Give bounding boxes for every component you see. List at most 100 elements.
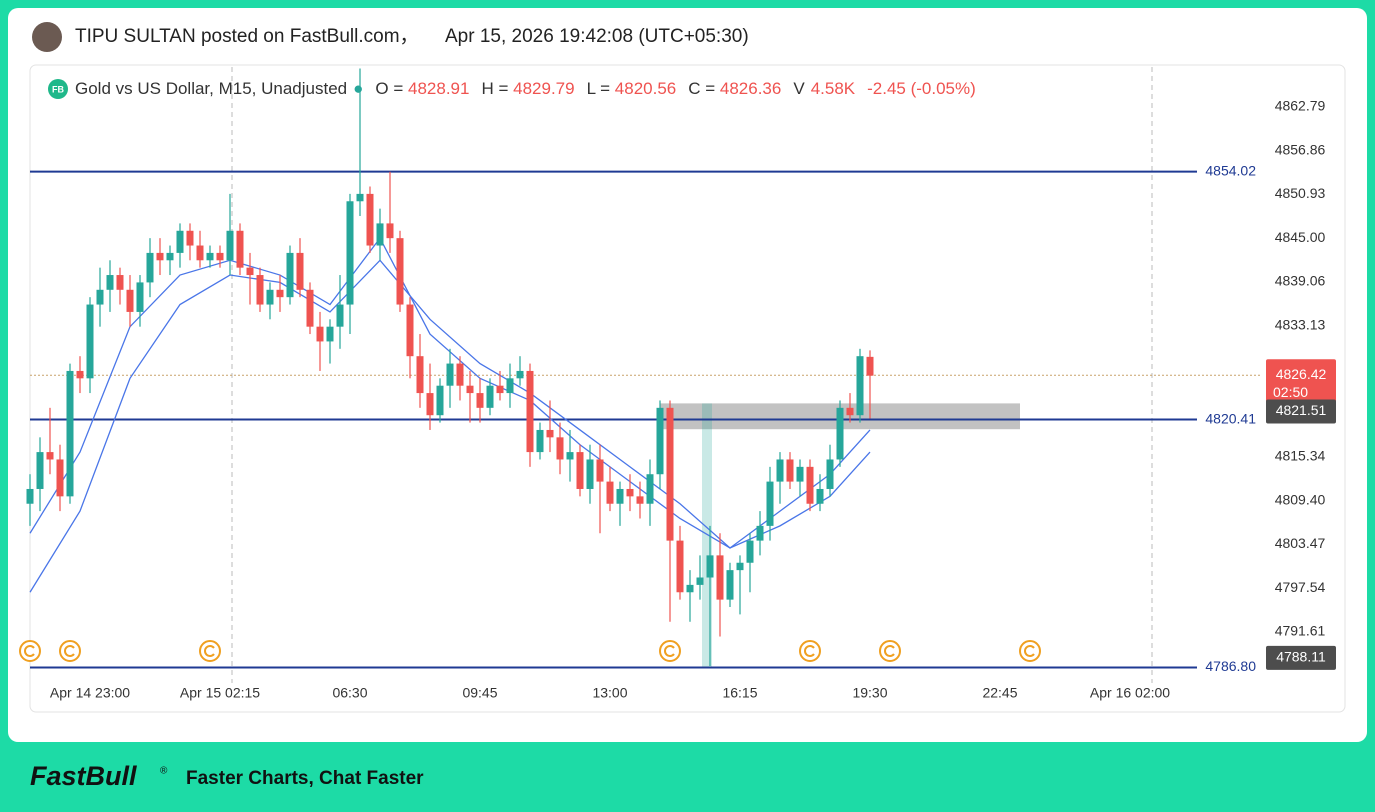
price-tag [1266, 645, 1336, 670]
candle-body [46, 452, 54, 460]
candle-body [276, 289, 284, 298]
legend-item: L = [587, 79, 615, 98]
y-tick-label: 4856.86 [1275, 141, 1326, 157]
candle-body [616, 488, 624, 504]
x-tick-label: Apr 15 02:15 [180, 685, 260, 701]
candle-body [226, 230, 234, 261]
x-tick-label: 22:45 [982, 685, 1017, 701]
x-tick-label: 13:00 [592, 685, 627, 701]
event-icon [19, 640, 41, 662]
legend-item: 4.58K [811, 79, 856, 98]
candle-body [486, 385, 494, 408]
y-tick-label: 4833.13 [1275, 316, 1326, 332]
event-icon [59, 640, 81, 662]
x-tick-label: 19:30 [852, 685, 887, 701]
candle-body [366, 193, 374, 246]
y-tick-label: 4815.34 [1275, 448, 1326, 464]
candle-body [776, 459, 784, 482]
candle-body [556, 437, 564, 460]
candle-body [626, 488, 634, 497]
candle-body [716, 555, 724, 600]
level-label: 4820.41 [1205, 410, 1256, 426]
legend-item: V [793, 79, 805, 98]
price-tag [1266, 399, 1336, 424]
candle-body [836, 407, 844, 460]
candle-body [426, 393, 434, 416]
candle-body [106, 275, 114, 290]
candle-body [326, 326, 334, 342]
candle-body [466, 385, 474, 394]
candle-body [396, 238, 404, 305]
candle-body [196, 245, 204, 261]
candle-body [406, 304, 414, 357]
event-ring [59, 640, 81, 662]
brand: FastBull [30, 761, 137, 791]
event-glyph [664, 645, 675, 657]
candle-body [866, 356, 874, 376]
candle-body [756, 525, 764, 541]
candle-body [176, 230, 184, 253]
event-icon [199, 640, 221, 662]
candle-body [526, 370, 534, 453]
ma-line [29, 259, 871, 593]
plot: 4854.02 4820.41 4786.80 4862.79 4856.86 4850.… [19, 67, 1336, 701]
event-glyph [884, 645, 895, 657]
legend-item: C = [688, 79, 720, 98]
candle-body [236, 230, 244, 268]
event-ring [19, 640, 41, 662]
candle-body [56, 459, 64, 497]
price-tag-label: 4788.11 [1276, 649, 1326, 665]
candle-body [156, 252, 164, 261]
legend-item: O = [375, 79, 408, 98]
candle-body [686, 584, 694, 593]
chart-frame [29, 64, 1346, 713]
candle-body [206, 252, 214, 261]
candle-body [846, 407, 854, 416]
brand-mark: ® [160, 766, 168, 777]
candle-body [666, 407, 674, 541]
candle-body [356, 193, 364, 202]
legend-item: -2.45 (-0.05%) [867, 79, 976, 98]
candle-body [66, 370, 74, 497]
legend-item: H = [481, 79, 513, 98]
price-tag-label: 4826.42 [1276, 366, 1327, 382]
candle-body [806, 466, 814, 504]
candle-body [566, 452, 574, 460]
candle-body [676, 540, 684, 593]
event-icon [659, 640, 681, 662]
candle-body [646, 474, 654, 504]
x-tick-label: 09:45 [462, 685, 497, 701]
candle-body [136, 282, 144, 312]
candle-body [256, 275, 264, 305]
y-tick-label: 4809.40 [1275, 491, 1326, 507]
y-tick-label: 4791.61 [1275, 623, 1326, 639]
ma-line [29, 236, 871, 549]
candle-body [596, 459, 604, 482]
candle-body [286, 252, 294, 298]
candle-body [436, 385, 444, 416]
candle-body [546, 429, 554, 438]
event-glyph [64, 645, 75, 657]
candle-body [536, 429, 544, 453]
level-label: 4786.80 [1205, 658, 1256, 674]
candle-body [856, 356, 864, 416]
candle-body [826, 459, 834, 489]
event-glyph [1024, 645, 1035, 657]
legend-item: Gold vs US Dollar, M15, Unadjusted [75, 79, 347, 98]
candle-body [786, 459, 794, 482]
price-tag-label: 4821.51 [1276, 402, 1327, 418]
event-ring [659, 640, 681, 662]
candle-body [146, 252, 154, 283]
candle-body [346, 201, 354, 305]
candle-body [316, 326, 324, 342]
level-label: 4854.02 [1205, 162, 1256, 178]
legend: Gold vs US Dollar, M15, Unadjusted ● O = 4… [75, 79, 976, 98]
candle-body [746, 540, 754, 563]
candle-body [116, 275, 124, 290]
candle-body [506, 378, 514, 394]
price-tag [1266, 359, 1336, 408]
y-tick-label: 4862.79 [1275, 98, 1326, 114]
candle-body [26, 488, 34, 504]
candle-body [336, 304, 344, 327]
